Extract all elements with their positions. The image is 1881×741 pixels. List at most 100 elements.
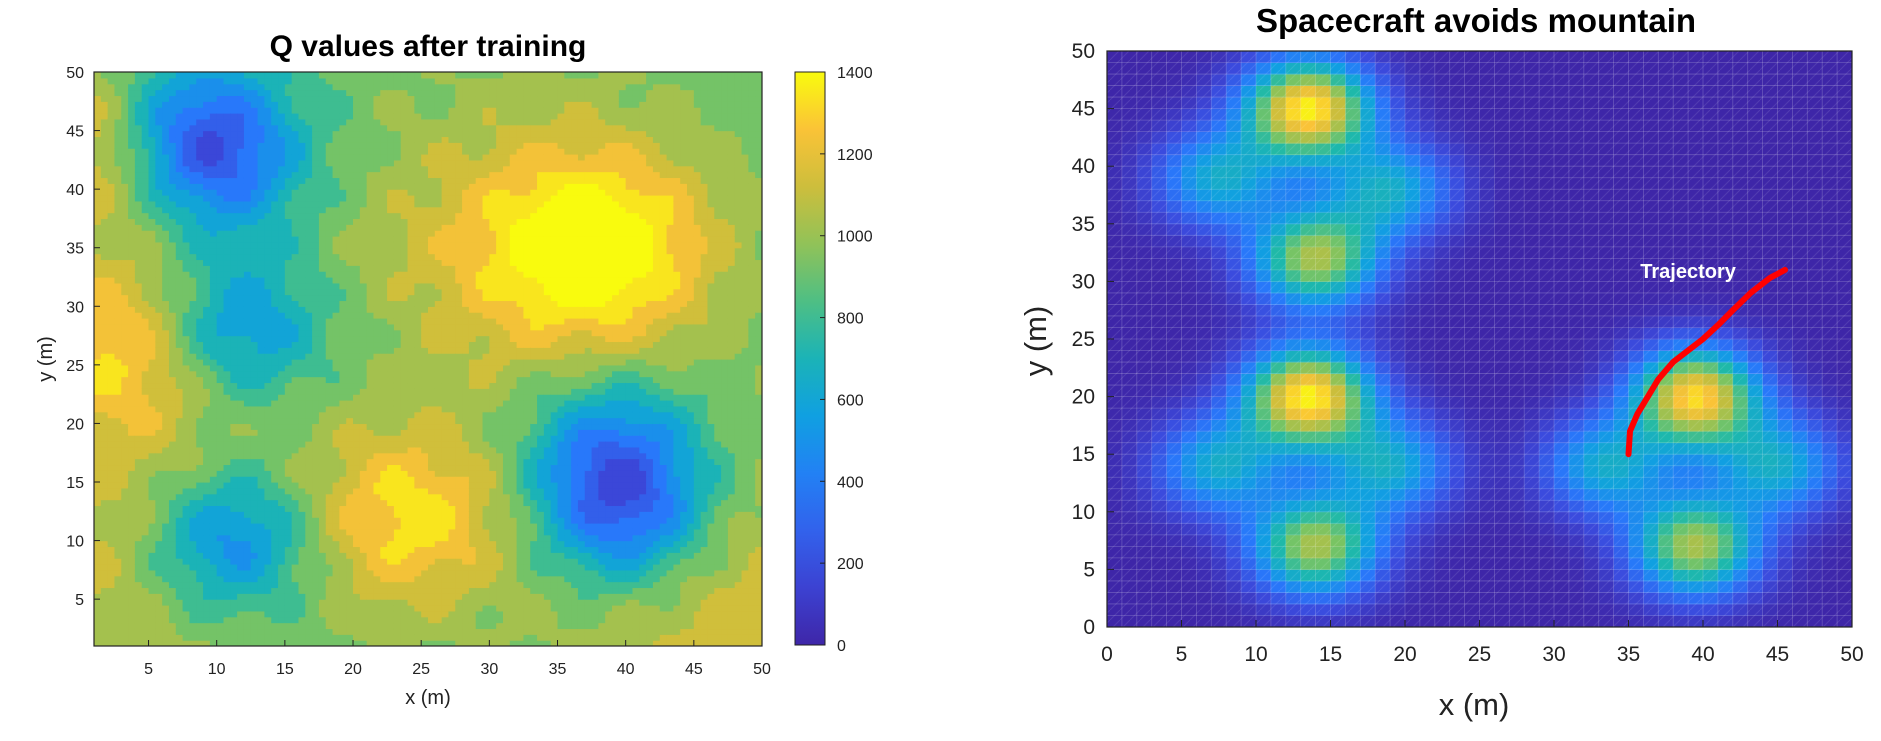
contour-cell [182, 534, 191, 542]
contour-cell [428, 277, 436, 284]
contour-cell [264, 605, 272, 612]
contour-cell [421, 382, 429, 389]
contour-cell [209, 195, 218, 202]
contour-cell [94, 534, 102, 542]
contour-cell [339, 277, 347, 284]
contour-cell [141, 523, 150, 530]
contour-cell [434, 118, 443, 126]
contour-cell [182, 405, 191, 413]
contour-cell [230, 470, 238, 477]
contour-cell [284, 564, 293, 571]
contour-cell [189, 558, 197, 565]
contour-cell [182, 118, 191, 126]
contour-cell [250, 154, 259, 161]
contour-cell [243, 224, 252, 231]
contour-cell [162, 628, 170, 635]
contour-cell [182, 107, 191, 114]
contour-cell [407, 394, 415, 401]
contour-cell [312, 476, 320, 483]
contour-cell [107, 300, 116, 307]
contour-cell [175, 575, 184, 583]
contour-cell [203, 77, 211, 85]
contour-cell [230, 511, 238, 518]
contour-cell [387, 394, 395, 401]
contour-cell [421, 446, 429, 454]
contour-cell [325, 224, 334, 231]
contour-cell [250, 523, 259, 530]
contour-cell [216, 335, 225, 343]
contour-cell [134, 452, 143, 460]
contour-cell [318, 499, 327, 507]
contour-cell [318, 318, 327, 325]
contour-cell [168, 493, 177, 501]
contour-cell [196, 101, 204, 108]
contour-cell [134, 95, 143, 102]
contour-cell [284, 487, 293, 495]
contour-cell [380, 564, 388, 571]
contour-cell [223, 470, 231, 477]
contour-cell [421, 575, 429, 583]
contour-cell [243, 236, 252, 243]
contour-cell [230, 247, 238, 255]
contour-cell [134, 564, 143, 571]
contour-cell [284, 517, 293, 524]
contour-cell [312, 569, 320, 577]
contour-cell [325, 148, 334, 155]
contour-cell [312, 558, 320, 565]
contour-cell [94, 230, 102, 237]
contour-cell [162, 101, 170, 108]
contour-cell [209, 329, 218, 337]
contour-cell [155, 154, 163, 161]
contour-cell [209, 83, 218, 91]
contour-cell [400, 528, 409, 536]
contour-cell [230, 101, 238, 108]
contour-cell [155, 587, 163, 594]
contour-cell [100, 224, 109, 231]
contour-cell [237, 142, 245, 149]
contour-cell [182, 417, 191, 425]
contour-cell [175, 259, 184, 266]
contour-cell [284, 493, 293, 501]
contour-cell [209, 171, 218, 179]
contour-cell [421, 347, 429, 354]
contour-cell [346, 505, 354, 512]
contour-cell [100, 171, 109, 179]
contour-cell [380, 534, 388, 542]
contour-cell [162, 452, 170, 460]
contour-cell [196, 177, 204, 184]
contour-cell [332, 622, 340, 630]
contour-cell [230, 159, 238, 167]
contour-cell [100, 634, 109, 641]
contour-cell [305, 107, 313, 114]
contour-cell [339, 517, 347, 524]
contour-cell [387, 523, 395, 530]
contour-cell [203, 154, 211, 161]
contour-cell [257, 83, 266, 91]
contour-cell [325, 441, 334, 448]
contour-cell [243, 265, 252, 272]
contour-cell [332, 581, 340, 589]
contour-cell [121, 394, 129, 401]
contour-cell [162, 282, 170, 290]
contour-cell [223, 95, 231, 102]
contour-cell [114, 558, 122, 565]
contour-cell [353, 581, 361, 589]
contour-cell [353, 294, 361, 302]
contour-cell [257, 89, 266, 97]
contour-cell [250, 411, 259, 419]
contour-cell [291, 569, 300, 577]
contour-cell [291, 83, 300, 91]
contour-cell [359, 101, 368, 108]
contour-cell [407, 282, 415, 290]
contour-cell [346, 195, 354, 202]
contour-cell [230, 183, 238, 190]
contour-cell [284, 575, 293, 583]
contour-cell [155, 429, 163, 436]
contour-cell [332, 271, 340, 278]
contour-cell [134, 634, 143, 641]
contour-cell [182, 634, 191, 641]
contour-cell [182, 323, 191, 331]
contour-cell [237, 400, 245, 407]
contour-cell [182, 441, 191, 448]
contour-cell [264, 323, 272, 331]
